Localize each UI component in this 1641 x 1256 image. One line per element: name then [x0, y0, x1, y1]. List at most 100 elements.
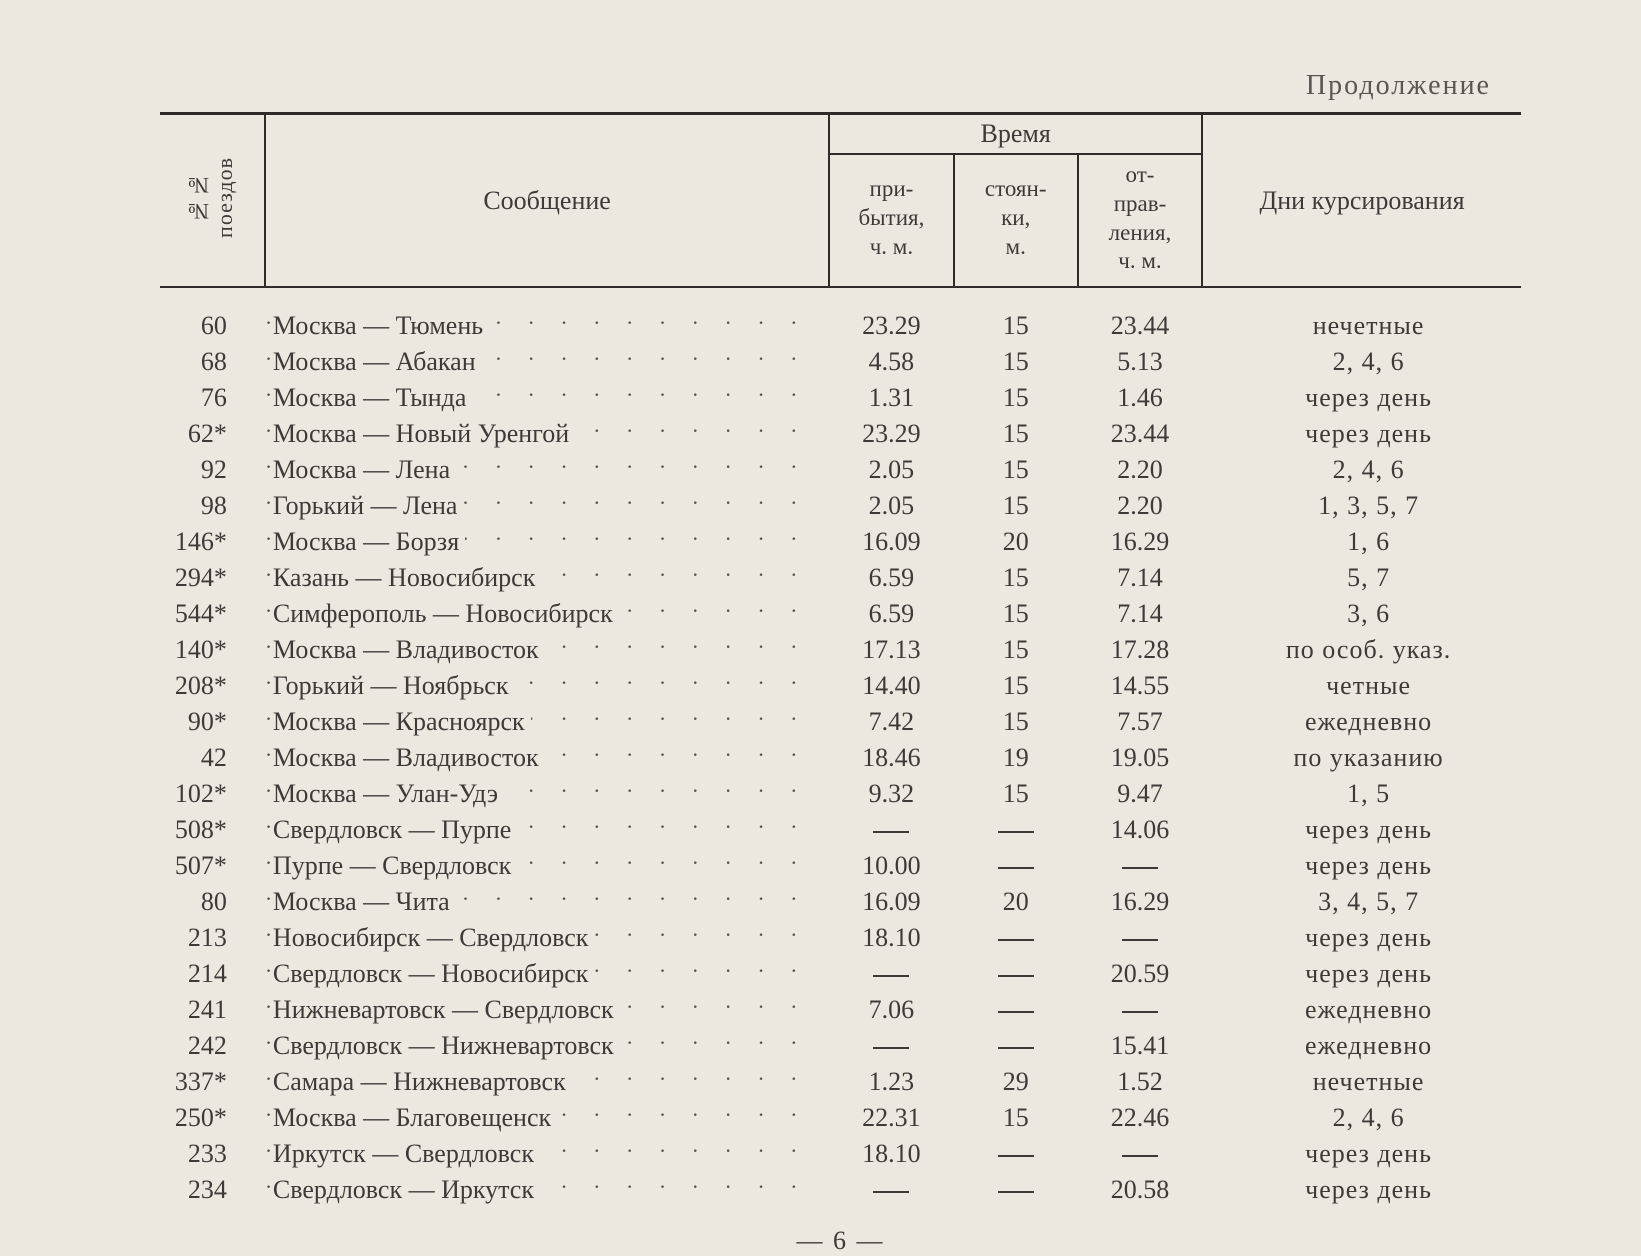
cell-route: · · · · · · · · · · · · · · · · · · · · … — [265, 452, 829, 488]
cell-stop: 15 — [954, 632, 1078, 668]
cell-departure: 14.55 — [1078, 668, 1202, 704]
cell-route: · · · · · · · · · · · · · · · · · · · · … — [265, 1136, 829, 1172]
table-row: 508*· · · · · · · · · · · · · · · · · · … — [160, 812, 1521, 848]
table-row: 80· · · · · · · · · · · · · · · · · · · … — [160, 884, 1521, 920]
table-row: 68· · · · · · · · · · · · · · · · · · · … — [160, 344, 1521, 380]
cell-stop: 15 — [954, 704, 1078, 740]
cell-departure: 19.05 — [1078, 740, 1202, 776]
cell-days: по особ. указ. — [1202, 632, 1521, 668]
cell-days: 1, 5 — [1202, 776, 1521, 812]
cell-departure — [1078, 920, 1202, 956]
cell-route: · · · · · · · · · · · · · · · · · · · · … — [265, 488, 829, 524]
header-train-no-text: №№поездов — [186, 149, 238, 246]
cell-arrival: 14.40 — [829, 668, 953, 704]
cell-arrival: 9.32 — [829, 776, 953, 812]
timetable: №№поездов Сообщение Время Дни курсирован… — [160, 115, 1521, 1208]
table-row: 294*· · · · · · · · · · · · · · · · · · … — [160, 560, 1521, 596]
cell-route: · · · · · · · · · · · · · · · · · · · · … — [265, 1172, 829, 1208]
table-row: 92· · · · · · · · · · · · · · · · · · · … — [160, 452, 1521, 488]
cell-route: · · · · · · · · · · · · · · · · · · · · … — [265, 776, 829, 812]
cell-train-no: 208* — [160, 668, 265, 704]
cell-arrival: 2.05 — [829, 452, 953, 488]
cell-days: через день — [1202, 416, 1521, 452]
cell-route: · · · · · · · · · · · · · · · · · · · · … — [265, 848, 829, 884]
cell-arrival: 22.31 — [829, 1100, 953, 1136]
cell-departure: 9.47 — [1078, 776, 1202, 812]
cell-train-no: 544* — [160, 596, 265, 632]
cell-route: · · · · · · · · · · · · · · · · · · · · … — [265, 812, 829, 848]
cell-route: · · · · · · · · · · · · · · · · · · · · … — [265, 668, 829, 704]
table-row: 544*· · · · · · · · · · · · · · · · · · … — [160, 596, 1521, 632]
cell-days: 1, 3, 5, 7 — [1202, 488, 1521, 524]
cell-arrival: 23.29 — [829, 308, 953, 344]
cell-arrival — [829, 956, 953, 992]
table-row: 102*· · · · · · · · · · · · · · · · · · … — [160, 776, 1521, 812]
cell-arrival: 1.31 — [829, 380, 953, 416]
cell-train-no: 62* — [160, 416, 265, 452]
cell-train-no: 508* — [160, 812, 265, 848]
cell-stop: 15 — [954, 380, 1078, 416]
cell-route: · · · · · · · · · · · · · · · · · · · · … — [265, 992, 829, 1028]
table-row: 98· · · · · · · · · · · · · · · · · · · … — [160, 488, 1521, 524]
header-route: Сообщение — [265, 115, 829, 287]
continuation-label: Продолжение — [160, 70, 1521, 102]
cell-departure: 1.46 — [1078, 380, 1202, 416]
cell-route: · · · · · · · · · · · · · · · · · · · · … — [265, 740, 829, 776]
cell-stop — [954, 1172, 1078, 1208]
cell-departure: 14.06 — [1078, 812, 1202, 848]
cell-stop — [954, 920, 1078, 956]
table-row: 241· · · · · · · · · · · · · · · · · · ·… — [160, 992, 1521, 1028]
cell-departure: 7.14 — [1078, 560, 1202, 596]
cell-departure — [1078, 848, 1202, 884]
cell-train-no: 337* — [160, 1064, 265, 1100]
cell-stop: 15 — [954, 1100, 1078, 1136]
cell-train-no: 90* — [160, 704, 265, 740]
cell-departure: 20.59 — [1078, 956, 1202, 992]
cell-arrival: 16.09 — [829, 524, 953, 560]
cell-arrival — [829, 812, 953, 848]
cell-stop — [954, 1136, 1078, 1172]
cell-route: · · · · · · · · · · · · · · · · · · · · … — [265, 632, 829, 668]
cell-arrival: 18.10 — [829, 920, 953, 956]
cell-arrival: 7.42 — [829, 704, 953, 740]
table-row: 208*· · · · · · · · · · · · · · · · · · … — [160, 668, 1521, 704]
header-stop: стоян-ки,м. — [954, 154, 1078, 287]
cell-train-no: 102* — [160, 776, 265, 812]
cell-departure — [1078, 1136, 1202, 1172]
cell-stop: 15 — [954, 344, 1078, 380]
cell-stop: 15 — [954, 488, 1078, 524]
cell-route: · · · · · · · · · · · · · · · · · · · · … — [265, 1028, 829, 1064]
cell-days: ежедневно — [1202, 1028, 1521, 1064]
table-row: 337*· · · · · · · · · · · · · · · · · · … — [160, 1064, 1521, 1100]
header-arrival: при-бытия,ч. м. — [829, 154, 953, 287]
cell-arrival — [829, 1172, 953, 1208]
cell-train-no: 242 — [160, 1028, 265, 1064]
cell-stop: 29 — [954, 1064, 1078, 1100]
table-row: 60· · · · · · · · · · · · · · · · · · · … — [160, 308, 1521, 344]
cell-stop — [954, 956, 1078, 992]
cell-train-no: 214 — [160, 956, 265, 992]
cell-train-no: 76 — [160, 380, 265, 416]
header-train-no: №№поездов — [160, 115, 265, 287]
table-row: 213· · · · · · · · · · · · · · · · · · ·… — [160, 920, 1521, 956]
cell-train-no: 98 — [160, 488, 265, 524]
header-time-group: Время — [829, 115, 1202, 154]
table-row: 214· · · · · · · · · · · · · · · · · · ·… — [160, 956, 1521, 992]
cell-days: 5, 7 — [1202, 560, 1521, 596]
cell-departure: 17.28 — [1078, 632, 1202, 668]
cell-route: · · · · · · · · · · · · · · · · · · · · … — [265, 560, 829, 596]
cell-days: 2, 4, 6 — [1202, 1100, 1521, 1136]
cell-arrival: 18.10 — [829, 1136, 953, 1172]
cell-route: · · · · · · · · · · · · · · · · · · · · … — [265, 524, 829, 560]
cell-train-no: 213 — [160, 920, 265, 956]
cell-train-no: 234 — [160, 1172, 265, 1208]
cell-train-no: 80 — [160, 884, 265, 920]
cell-days: 3, 4, 5, 7 — [1202, 884, 1521, 920]
cell-days: 2, 4, 6 — [1202, 344, 1521, 380]
cell-days: нечетные — [1202, 1064, 1521, 1100]
cell-departure: 5.13 — [1078, 344, 1202, 380]
cell-days: ежедневно — [1202, 704, 1521, 740]
cell-days: через день — [1202, 1136, 1521, 1172]
cell-departure: 20.58 — [1078, 1172, 1202, 1208]
cell-stop — [954, 848, 1078, 884]
